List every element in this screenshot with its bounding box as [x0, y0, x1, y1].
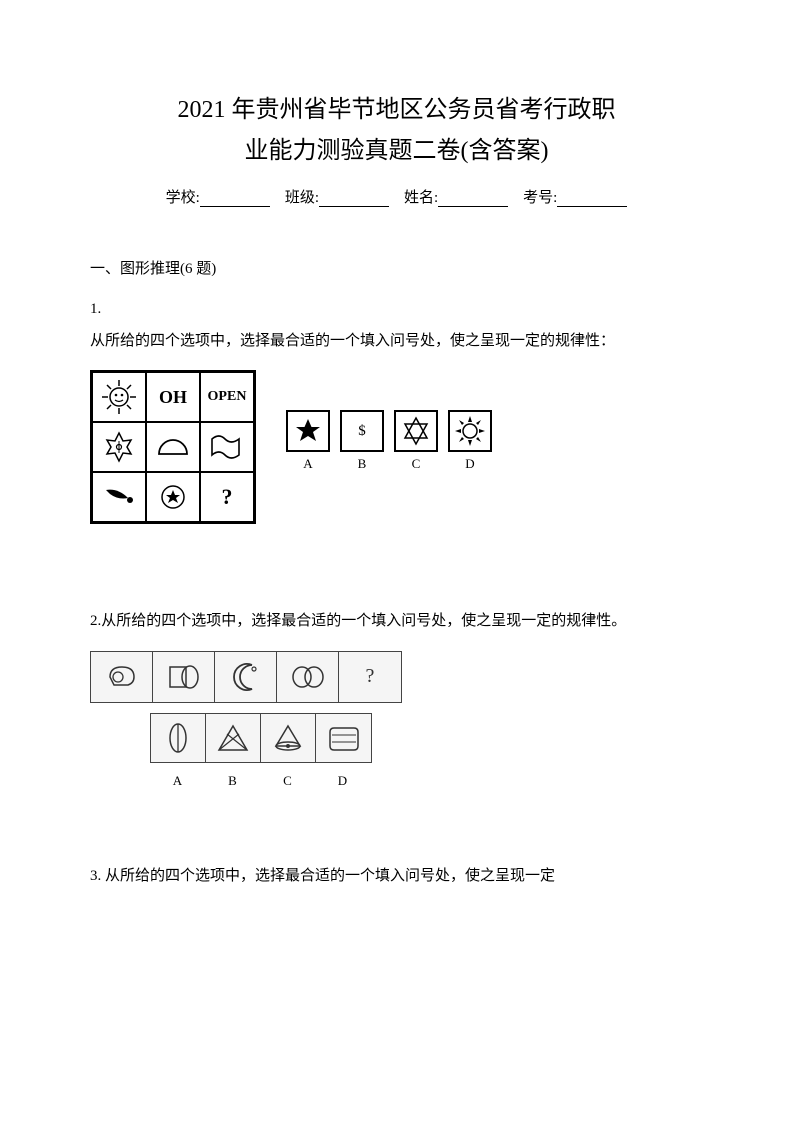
q3-text: 3. 从所给的四个选项中，选择最合适的一个填入问号处，使之呈现一定: [90, 859, 703, 894]
star-outline-icon: [101, 429, 137, 465]
question-mark: ?: [366, 665, 375, 688]
name-blank[interactable]: [438, 191, 508, 207]
school-label: 学校:: [166, 190, 200, 206]
grid-cell: OH: [146, 372, 200, 422]
q2-cell: [153, 652, 215, 702]
grid-cell: OPEN: [200, 372, 254, 422]
option-label-c: C: [260, 773, 315, 789]
leaf-icon: [160, 718, 196, 758]
class-label: 班级:: [285, 190, 319, 206]
star-filled-icon: [293, 416, 323, 446]
q2-option-cell: [316, 714, 371, 762]
grid-cell: [200, 422, 254, 472]
question-mark: ?: [222, 484, 233, 510]
title-line-2: 业能力测验真题二卷(含答案): [245, 138, 549, 164]
q1-number: 1.: [90, 294, 703, 324]
option-b: $ B: [340, 410, 384, 472]
drop-circle-icon: [102, 659, 142, 695]
grid-cell: [92, 422, 146, 472]
class-blank[interactable]: [319, 191, 389, 207]
comet-icon: [100, 482, 138, 512]
text-open: OPEN: [208, 389, 247, 405]
q2-option-cell: [206, 714, 261, 762]
option-label-c: C: [412, 456, 421, 472]
q2-cell: [91, 652, 153, 702]
wave-shape-icon: [207, 429, 247, 465]
grid-cell: ?: [200, 472, 254, 522]
scroll-icon: [324, 720, 364, 756]
q2-row-5: ?: [90, 651, 402, 703]
q2-option-cell: [261, 714, 316, 762]
rect-oval-icon: [164, 659, 204, 695]
triangle-lines-icon: [213, 720, 253, 756]
q2-cell: [215, 652, 277, 702]
option-label-b: B: [205, 773, 260, 789]
school-blank[interactable]: [200, 191, 270, 207]
option-label-a: A: [150, 773, 205, 789]
q1-text: 从所给的四个选项中，选择最合适的一个填入问号处，使之呈现一定的规律性：: [90, 324, 703, 359]
option-d: D: [448, 410, 492, 472]
q2-figure-area: ?: [90, 651, 703, 789]
star-in-circle-icon: [158, 482, 188, 512]
student-info-row: 学校: 班级: 姓名: 考号:: [90, 186, 703, 207]
section-1-heading: 一、图形推理(6 题): [90, 257, 703, 278]
name-label: 姓名:: [404, 190, 438, 206]
star-of-david-icon: [400, 415, 432, 447]
sun-burst-icon: [453, 414, 487, 448]
option-c: C: [394, 410, 438, 472]
exam-num-label: 考号:: [523, 190, 557, 206]
exam-num-blank[interactable]: [557, 191, 627, 207]
option-label-d: D: [465, 456, 474, 472]
grid-cell: [92, 372, 146, 422]
option-a: A: [286, 410, 330, 472]
grid-cell: [92, 472, 146, 522]
title-line-1: 2021 年贵州省毕节地区公务员省考行政职: [178, 97, 616, 123]
option-label-d: D: [315, 773, 370, 789]
semicircle-icon: [153, 432, 193, 462]
q1-figure-area: OH OPEN: [90, 370, 703, 524]
q1-grid: OH OPEN: [90, 370, 256, 524]
q2-options-row: [150, 713, 372, 763]
cone-icon: [268, 720, 308, 756]
q2-option-labels: A B C D: [150, 773, 370, 789]
grid-cell: [146, 472, 200, 522]
crescent-icon: [226, 659, 266, 695]
q2-cell: ?: [339, 652, 401, 702]
sun-face-icon: [100, 378, 138, 416]
option-label-a: A: [303, 456, 312, 472]
two-ovals-icon: [286, 659, 330, 695]
q2-cell: [277, 652, 339, 702]
q2-text: 2.从所给的四个选项中，选择最合适的一个填入问号处，使之呈现一定的规律性。: [90, 604, 703, 639]
q2-option-cell: [151, 714, 206, 762]
option-label-b: B: [358, 456, 367, 472]
exam-title: 2021 年贵州省毕节地区公务员省考行政职 业能力测验真题二卷(含答案): [90, 90, 703, 172]
q1-options: A $ B C: [286, 410, 492, 472]
text-oh: OH: [159, 387, 187, 408]
grid-cell: [146, 422, 200, 472]
dollar-icon: $: [358, 423, 366, 440]
